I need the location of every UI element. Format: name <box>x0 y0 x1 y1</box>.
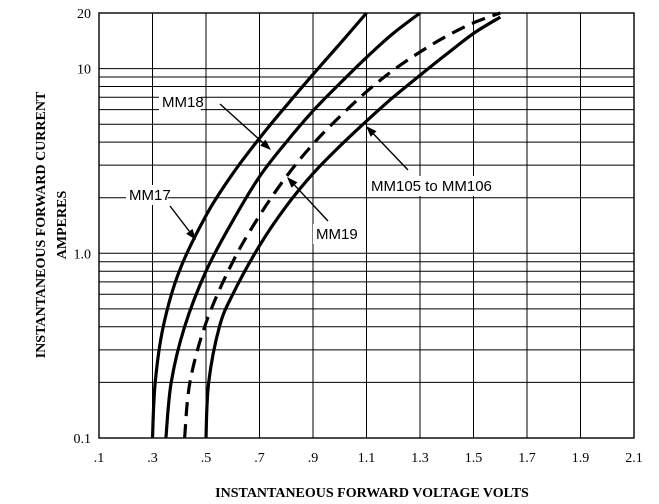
x-tick-label: .3 <box>147 451 158 466</box>
x-tick-label: 1.1 <box>358 451 376 466</box>
y-tick-labels: 0.1 1.0 10 20 <box>74 7 92 447</box>
x-tick-label: .1 <box>94 451 105 466</box>
callout-leader <box>169 205 190 232</box>
x-tick-label: 1.3 <box>411 451 429 466</box>
x-tick-label: .7 <box>254 451 265 466</box>
callout-leader <box>373 133 409 171</box>
x-tick-label: .5 <box>201 451 212 466</box>
callout-label: MM17 <box>129 187 171 204</box>
callout-label-background <box>313 224 355 244</box>
curve-mm19 <box>183 11 501 439</box>
callout-arrowhead <box>366 126 377 137</box>
y-tick-label: 20 <box>77 7 91 22</box>
x-tick-label: 1.5 <box>465 451 483 466</box>
x-tick-label: 1.9 <box>572 451 590 466</box>
callouts: MM18 MM17 MM105 to MM106 MM19 <box>126 92 499 244</box>
y-tick-label: 0.1 <box>74 432 92 447</box>
x-axis-title: INSTANTANEOUS FORWARD VOLTAGE VOLTS <box>215 486 529 501</box>
callout-label-background <box>126 185 168 205</box>
x-tick-label: 1.7 <box>518 451 536 466</box>
y-tick-label: 10 <box>77 63 91 78</box>
y-axis-title-line-1: INSTANTANEOUS FORWARD CURRENT <box>34 91 49 358</box>
callout-arrowhead <box>186 228 196 240</box>
callout-label: MM19 <box>316 226 358 243</box>
callout-label-background <box>159 92 201 112</box>
callout-label-background <box>368 176 499 196</box>
callout-leader <box>293 184 329 222</box>
callout-leader <box>219 103 264 144</box>
y-tick-label: 1.0 <box>74 247 92 262</box>
y-axis-title-line-2: AMPERES <box>55 191 70 260</box>
curves <box>150 11 502 439</box>
x-tick-label: .9 <box>308 451 319 466</box>
callout-arrowhead <box>287 177 298 188</box>
callout-label: MM18 <box>162 94 204 111</box>
curve-mm105-to-mm106 <box>204 15 502 439</box>
grid-lines <box>98 12 635 439</box>
callout-label: MM105 to MM106 <box>371 178 492 195</box>
callout-arrowhead <box>260 139 271 150</box>
curve-mm17 <box>150 11 368 439</box>
curve-mm18 <box>164 11 421 439</box>
x-tick-labels: .1 .3 .5 .7 .9 1.1 1.3 1.5 1.7 1.9 2.1 <box>94 451 643 466</box>
x-tick-label: 2.1 <box>625 451 643 466</box>
